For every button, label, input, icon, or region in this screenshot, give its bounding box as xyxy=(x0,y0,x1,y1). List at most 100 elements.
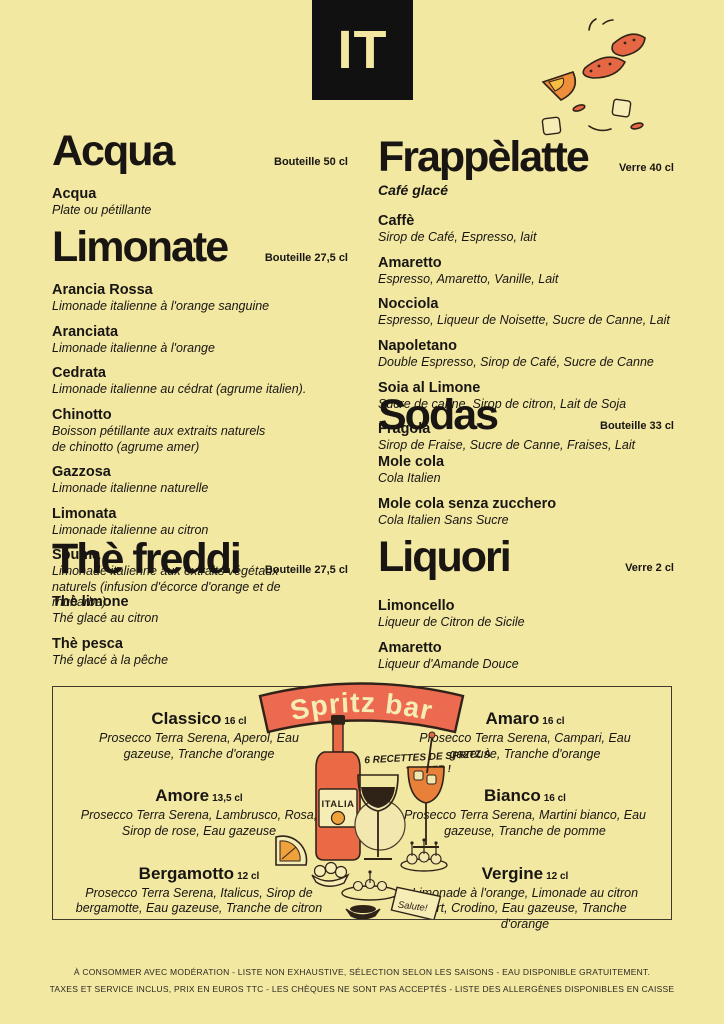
right-column-frappelatte: Frappèlatte Verre 40 cl Café glacé Caffè… xyxy=(378,136,674,462)
right-column-sodas: Sodas Bouteille 33 cl Mole cola Cola Ita… xyxy=(378,394,674,536)
item-size: 16 cl xyxy=(224,716,247,727)
item-name: Cedrata xyxy=(52,365,106,382)
item-name: Mole cola senza zucchero xyxy=(378,495,557,512)
item-name: Soia al Limone xyxy=(378,379,481,396)
bottle-label: ITALIA xyxy=(322,799,355,810)
menu-item: Mole cola senza zucchero Cola Italien Sa… xyxy=(378,495,674,529)
spritz-left-column: Classico 16 cl Prosecco Terra Serena, Ape… xyxy=(75,709,323,917)
section-frappelatte: Frappèlatte Verre 40 cl Café glacé Caffè… xyxy=(378,136,674,454)
item-size: 12 cl xyxy=(546,870,569,882)
orange-peel-doodle-icon xyxy=(541,18,646,136)
item-size: 12 cl xyxy=(237,870,260,882)
item-name: Bianco xyxy=(484,786,541,806)
menu-item: Thè limone Thé glacé au citron xyxy=(52,593,348,627)
item-desc: Prosecco Terra Serena, Lambrusco, Rosa, … xyxy=(80,808,318,838)
item-desc: Prosecco Terra Serena, Martini bianco, E… xyxy=(403,808,647,838)
item-desc: Thé glacé à la pêche xyxy=(52,652,169,667)
item-desc: Double Espresso, Sirop de Café, Sucre de… xyxy=(378,355,654,369)
item-name: Limoncello xyxy=(378,598,455,614)
section-title-the-freddi: Thè freddi xyxy=(52,535,242,583)
item-desc: Prosecco Terra Serena, Aperol, Eau gazeu… xyxy=(99,731,299,761)
menu-item: Caffè Sirop de Café, Espresso, lait xyxy=(378,212,674,246)
spritz-item: Classico 16 cl Prosecco Terra Serena, Ape… xyxy=(75,709,323,762)
item-desc: Boisson pétillante aux extraits naturels… xyxy=(52,424,266,454)
item-desc: Cola Italien Sans Sucre xyxy=(378,512,509,527)
item-size: 16 cl xyxy=(543,793,566,805)
menu-item: Cedrata Limonade italienne au cédrat (ag… xyxy=(52,364,348,398)
section-size-liquori: Verre 2 cl xyxy=(625,562,674,574)
menu-item: Mole cola Cola Italien xyxy=(378,453,674,487)
item-desc: Limonade italienne à l'orange xyxy=(52,340,215,355)
item-name: Fragola xyxy=(378,421,431,438)
item-desc: Liqueur de Citron de Sicile xyxy=(378,615,525,630)
item-name: Amaro xyxy=(485,709,540,728)
item-desc: Limonade italienne au citron xyxy=(52,522,209,537)
menu-item: Nocciola Espresso, Liqueur de Noisette, … xyxy=(378,295,674,329)
item-desc: Limonade italienne au cédrat (agrume ita… xyxy=(52,382,307,397)
item-name: Bergamotto xyxy=(138,863,235,883)
item-size: 16 cl xyxy=(542,716,565,727)
menu-item: Limoncello Liqueur de Citron de Sicile xyxy=(378,597,674,631)
section-the-freddi: Thè freddi Bouteille 27,5 cl Thè limone … xyxy=(52,538,348,668)
section-liquori: Liquori Verre 2 cl Limoncello Liqueur de… xyxy=(378,536,674,672)
item-name: Amaretto xyxy=(378,254,442,271)
item-name: Chinotto xyxy=(52,406,112,423)
menu-item: Limonata Limonade italienne au citron xyxy=(52,505,348,539)
section-size-limonate: Bouteille 27,5 cl xyxy=(264,252,348,264)
spritz-item: Bergamotto 12 cl Prosecco Terra Serena, I… xyxy=(75,864,323,917)
menu-item: Chinotto Boisson pétillante aux extraits… xyxy=(52,406,348,455)
salute-card-text: Salute! xyxy=(397,900,428,915)
item-name: Thè pesca xyxy=(52,635,123,652)
item-desc: Plate ou pétillante xyxy=(52,203,152,218)
menu-item: Aranciata Limonade italienne à l'orange xyxy=(52,323,348,357)
item-desc: Espresso, Amaretto, Vanille, Lait xyxy=(378,271,559,286)
section-size-frappelatte: Verre 40 cl xyxy=(618,162,674,174)
item-name: Spuma xyxy=(52,547,101,564)
spritz-item: Bianco 16 cl Prosecco Terra Serena, Marti… xyxy=(401,786,649,839)
section-title-sodas: Sodas xyxy=(378,391,499,439)
item-name: Nocciola xyxy=(378,296,439,313)
item-desc: Prosecco Terra Serena, Italicus, Sirop d… xyxy=(75,885,323,916)
menu-item: Amaretto Espresso, Amaretto, Vanille, La… xyxy=(378,254,674,288)
left-column-limonate: Limonate Bouteille 27,5 cl Arancia Rossa… xyxy=(52,226,348,619)
item-desc: Limonade italienne aux extraits végétaux… xyxy=(52,564,281,610)
menu-item: Gazzosa Limonade italienne naturelle xyxy=(52,463,348,497)
section-size-the-freddi: Bouteille 27,5 cl xyxy=(264,564,348,576)
section-size-acqua: Bouteille 50 cl xyxy=(274,156,348,168)
item-desc: Liqueur d'Amande Douce xyxy=(378,656,519,671)
item-desc: Prosecco Terra Serena, Campari, Eau gaze… xyxy=(419,731,631,761)
section-title-limonate: Limonate xyxy=(52,223,229,271)
spritz-item: Vergine 12 cl Limonade à l'orange, Limona… xyxy=(401,864,649,933)
footer-legal: À CONSOMMER AVEC MODÉRATION - LISTE NON … xyxy=(0,964,724,998)
spritz-item: Amaro 16 cl Prosecco Terra Serena, Campar… xyxy=(401,709,649,762)
menu-item: Acqua Plate ou pétillante xyxy=(52,185,348,219)
item-name: Mole cola xyxy=(378,454,445,470)
item-name: Napoletano xyxy=(378,337,457,354)
item-desc: Sirop de Fraise, Sucre de Canne, Fraises… xyxy=(378,438,636,453)
spritz-bar-banner: Spritz bar xyxy=(258,682,465,734)
item-name: Thè limone xyxy=(52,594,129,610)
item-desc: Cola Italien xyxy=(378,471,441,486)
footer-line-1: À CONSOMMER AVEC MODÉRATION - LISTE NON … xyxy=(73,967,651,977)
section-size-sodas: Bouteille 33 cl xyxy=(600,420,674,432)
section-sodas: Sodas Bouteille 33 cl Mole cola Cola Ita… xyxy=(378,394,674,528)
left-column-the-freddi: Thè freddi Bouteille 27,5 cl Thè limone … xyxy=(52,538,348,676)
item-name: Vergine xyxy=(481,863,544,883)
section-title-frappelatte: Frappèlatte xyxy=(378,133,590,181)
it-logo: IT xyxy=(312,0,413,100)
item-name: Caffè xyxy=(378,213,415,229)
item-name: Limonata xyxy=(52,505,117,522)
section-limonate: Limonate Bouteille 27,5 cl Arancia Rossa… xyxy=(52,226,348,611)
section-title-acqua: Acqua xyxy=(52,127,175,175)
item-desc: Limonade italienne naturelle xyxy=(52,481,209,496)
left-column: Acqua Bouteille 50 cl Acqua Plate ou pét… xyxy=(52,130,348,227)
item-name: Amore xyxy=(155,786,210,806)
footer-line-2: TAXES ET SERVICE INCLUS, PRIX EN EUROS T… xyxy=(49,984,675,994)
item-desc: Sirop de Café, Espresso, lait xyxy=(378,230,537,245)
section-title-liquori: Liquori xyxy=(378,533,512,581)
item-name: Acqua xyxy=(52,186,97,202)
item-name: Gazzosa xyxy=(52,464,111,480)
spritz-bar-panel: Spritz bar Classico 16 cl Prosecco Terra … xyxy=(52,682,672,931)
it-logo-text: IT xyxy=(337,20,388,80)
